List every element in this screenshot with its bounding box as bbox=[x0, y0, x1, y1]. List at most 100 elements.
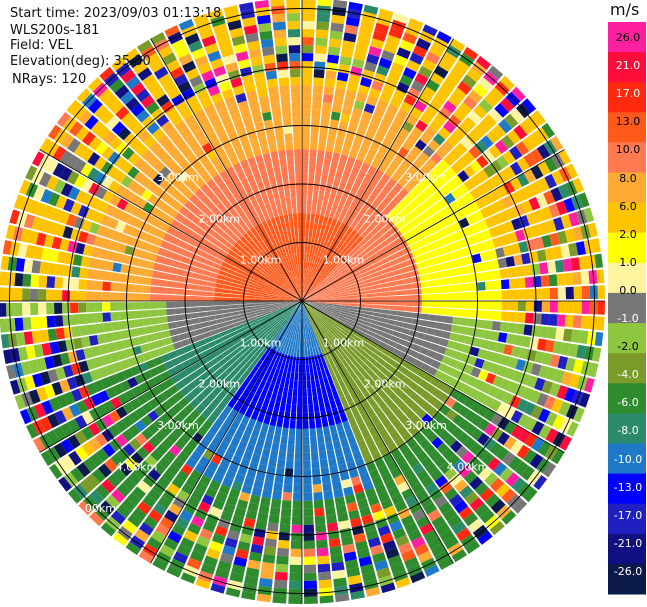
velocity-bin bbox=[337, 279, 346, 285]
velocity-bin bbox=[172, 426, 185, 438]
velocity-bin bbox=[279, 402, 286, 412]
velocity-bin bbox=[365, 293, 374, 298]
velocity-bin bbox=[505, 256, 516, 267]
velocity-bin bbox=[405, 24, 421, 38]
velocity-bin bbox=[171, 189, 183, 201]
velocity-bin bbox=[206, 296, 215, 301]
velocity-bin bbox=[318, 214, 325, 224]
velocity-bin bbox=[445, 366, 456, 377]
velocity-bin bbox=[461, 74, 477, 89]
velocity-bin bbox=[172, 201, 184, 212]
velocity-bin bbox=[193, 128, 205, 140]
velocity-bin bbox=[344, 24, 359, 35]
velocity-bin bbox=[223, 176, 234, 187]
velocity-bin bbox=[425, 265, 435, 274]
velocity-bin bbox=[160, 100, 175, 114]
velocity-bin bbox=[283, 311, 291, 318]
velocity-bin bbox=[323, 271, 331, 279]
velocity-bin bbox=[110, 311, 119, 322]
velocity-bin bbox=[538, 365, 550, 379]
velocity-bin bbox=[285, 355, 291, 364]
velocity-bin bbox=[376, 411, 387, 422]
velocity-bin bbox=[277, 69, 289, 79]
velocity-bin bbox=[70, 290, 79, 301]
velocity-bin bbox=[288, 280, 294, 288]
velocity-bin bbox=[302, 109, 311, 118]
velocity-bin bbox=[245, 352, 254, 361]
velocity-bin bbox=[519, 119, 534, 135]
velocity-bin bbox=[309, 293, 317, 298]
velocity-bin bbox=[170, 219, 181, 229]
velocity-bin bbox=[166, 565, 182, 578]
velocity-bin bbox=[206, 306, 215, 311]
velocity-bin bbox=[267, 135, 276, 145]
velocity-bin bbox=[429, 488, 444, 502]
velocity-bin bbox=[320, 223, 327, 233]
velocity-bin bbox=[212, 386, 222, 397]
velocity-bin bbox=[269, 235, 276, 244]
velocity-bin bbox=[343, 138, 353, 149]
velocity-bin bbox=[492, 280, 502, 290]
velocity-bin bbox=[318, 133, 328, 143]
velocity-bin bbox=[227, 378, 237, 388]
velocity-bin bbox=[161, 437, 174, 450]
velocity-bin bbox=[370, 319, 380, 326]
velocity-bin bbox=[332, 257, 340, 266]
velocity-bin bbox=[308, 229, 313, 238]
velocity-bin bbox=[444, 467, 458, 481]
velocity-bin bbox=[573, 301, 582, 314]
velocity-bin bbox=[189, 75, 203, 88]
velocity-bin bbox=[287, 303, 295, 308]
velocity-bin bbox=[323, 288, 332, 293]
velocity-bin bbox=[192, 272, 202, 280]
velocity-bin bbox=[310, 314, 316, 322]
velocity-bin bbox=[317, 302, 326, 305]
velocity-bin bbox=[264, 346, 272, 355]
velocity-bin bbox=[127, 152, 141, 166]
velocity-bin bbox=[330, 348, 337, 357]
velocity-bin bbox=[337, 331, 346, 339]
velocity-bin bbox=[49, 463, 63, 480]
velocity-bin bbox=[357, 439, 368, 450]
velocity-bin bbox=[263, 546, 277, 556]
velocity-bin bbox=[458, 506, 474, 520]
velocity-bin bbox=[278, 451, 287, 461]
velocity-bin bbox=[133, 171, 146, 184]
velocity-bin bbox=[255, 309, 264, 314]
velocity-bin bbox=[138, 129, 151, 143]
velocity-bin bbox=[312, 85, 324, 94]
velocity-bin bbox=[302, 21, 315, 30]
velocity-bin bbox=[393, 268, 403, 276]
velocity-bin bbox=[488, 65, 504, 80]
velocity-bin bbox=[501, 195, 514, 209]
velocity-bin bbox=[46, 289, 55, 301]
velocity-bin bbox=[501, 290, 510, 300]
velocity-bin bbox=[298, 332, 301, 341]
velocity-bin bbox=[390, 335, 400, 343]
range-ring-label: 2.00km bbox=[199, 212, 241, 225]
velocity-bin bbox=[309, 221, 314, 230]
velocity-bin bbox=[274, 475, 284, 484]
velocity-bin bbox=[95, 418, 108, 432]
velocity-bin bbox=[493, 301, 502, 311]
velocity-bin bbox=[207, 461, 219, 473]
velocity-bin bbox=[376, 235, 386, 244]
velocity-bin bbox=[371, 186, 382, 197]
velocity-bin bbox=[537, 338, 547, 351]
velocity-bin bbox=[346, 374, 355, 384]
velocity-bin bbox=[293, 348, 297, 357]
velocity-bin bbox=[255, 520, 267, 531]
velocity-bin bbox=[455, 380, 466, 392]
velocity-bin bbox=[451, 426, 464, 440]
velocity-bin bbox=[258, 232, 266, 241]
velocity-bin bbox=[308, 165, 316, 174]
velocity-bin bbox=[344, 198, 353, 208]
velocity-bin bbox=[508, 278, 518, 289]
velocity-bin bbox=[445, 409, 458, 421]
velocity-bin bbox=[209, 372, 219, 382]
velocity-bin bbox=[175, 246, 185, 256]
velocity-bin bbox=[290, 289, 297, 296]
velocity-bin bbox=[588, 362, 599, 378]
velocity-bin bbox=[421, 58, 437, 72]
velocity-bin bbox=[429, 286, 438, 294]
